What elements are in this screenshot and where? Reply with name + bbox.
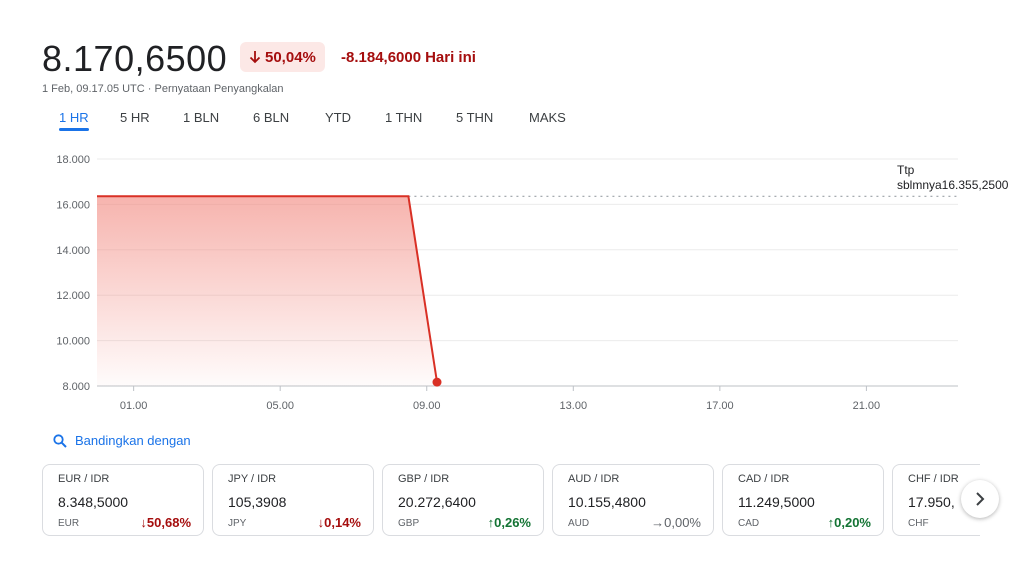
currency-pair: JPY / IDR [228, 473, 277, 485]
arrow-down-icon [249, 51, 261, 64]
series-area [97, 196, 437, 386]
compare-with-link[interactable]: Bandingkan dengan [53, 433, 191, 448]
currency-code: CHF [908, 518, 929, 529]
y-tick-label: 16.000 [56, 199, 90, 211]
tab-5-days[interactable]: 5 HR [120, 110, 150, 125]
tab-max[interactable]: MAKS [529, 110, 566, 125]
currency-change-value: 0,26% [494, 515, 531, 530]
compare-label: Bandingkan dengan [75, 433, 191, 448]
currency-pair: EUR / IDR [58, 473, 110, 485]
currency-value: 11.249,5000 [738, 494, 815, 510]
currency-pair: AUD / IDR [568, 473, 620, 485]
currency-code: CAD [738, 518, 760, 529]
currency-card[interactable]: GBP / IDR 20.272,6400 GBP ↑0,26% [382, 464, 544, 536]
currency-value: 10.155,4800 [568, 494, 646, 510]
currency-pair: CAD / IDR [738, 473, 790, 485]
tab-5-years[interactable]: 5 THN [456, 110, 494, 125]
change-percent: 50,04% [265, 48, 316, 66]
y-tick-label: 18.000 [56, 154, 90, 166]
y-tick-label: 12.000 [56, 290, 90, 302]
currency-change: ↓0,14% [318, 515, 361, 530]
previous-close-label: Ttp sblmnya16.355,2500 [897, 163, 1009, 192]
currency-value: 17.950, [908, 494, 955, 510]
change-percent-badge: 50,04% [240, 42, 325, 72]
x-tick-label: 13.00 [560, 400, 588, 412]
next-cards-button[interactable] [961, 480, 999, 518]
currency-card[interactable]: CAD / IDR 11.249,5000 CAD ↑0,20% [722, 464, 884, 536]
currency-change: ↑0,26% [488, 515, 531, 530]
x-tick-label: 01.00 [120, 400, 148, 412]
arrow-up-icon: ↑ [827, 515, 835, 530]
currency-code: JPY [228, 518, 247, 529]
search-icon [53, 433, 67, 448]
current-point-marker [432, 377, 442, 387]
change-period: Hari ini [425, 49, 476, 66]
tab-1-month[interactable]: 1 BLN [183, 110, 220, 125]
tab-1-year[interactable]: 1 THN [385, 110, 423, 125]
y-tick-label: 8.000 [62, 381, 90, 393]
currency-change: ↓50,68% [140, 515, 191, 530]
price-chart[interactable]: 18.000 16.000 14.000 12.000 10.000 8.000 01.00… [0, 145, 1023, 415]
currency-code: AUD [568, 518, 590, 529]
currency-card[interactable]: EUR / IDR 8.348,5000 EUR ↓50,68% [42, 464, 204, 536]
currency-code: GBP [398, 518, 420, 529]
y-tick-label: 10.000 [56, 336, 90, 348]
arrow-down-icon: ↓ [140, 515, 147, 530]
tab-ytd[interactable]: YTD [325, 110, 351, 125]
currency-change-value: 0,00% [664, 515, 701, 530]
series-line [97, 195, 438, 383]
x-tick-label: 21.00 [853, 400, 881, 412]
change-absolute-value: -8.184,6000 [341, 49, 422, 66]
currency-pair: GBP / IDR [398, 473, 450, 485]
arrow-down-icon: ↓ [317, 515, 325, 530]
currency-card[interactable]: AUD / IDR 10.155,4800 AUD →0,00% [552, 464, 714, 536]
currency-change: ↑0,20% [828, 515, 871, 530]
previous-close-label-line1: Ttp [897, 163, 915, 177]
chevron-right-icon [976, 492, 985, 506]
x-tick-label: 17.00 [706, 400, 734, 412]
tab-6-months[interactable]: 6 BLN [253, 110, 290, 125]
tab-1-day[interactable]: 1 HR [59, 110, 89, 131]
currency-value: 105,3908 [228, 494, 287, 510]
previous-close-label-line2: sblmnya16.355,2500 [897, 178, 1009, 192]
timestamp-disclaimer: 1 Feb, 09.17.05 UTC · Pernyataan Penyang… [42, 83, 284, 95]
currency-card[interactable]: JPY / IDR 105,3908 JPY ↓0,14% [212, 464, 374, 536]
currency-change-value: 0,14% [324, 515, 361, 530]
currency-cards: EUR / IDR 8.348,5000 EUR ↓50,68% JPY / IDR 10… [42, 464, 980, 538]
arrow-right-icon: → [651, 515, 665, 530]
currency-value: 8.348,5000 [58, 494, 129, 510]
currency-change-value: 50,68% [146, 515, 191, 530]
x-tick-label: 09.00 [413, 400, 441, 412]
current-price: 8.170,6500 [42, 38, 228, 79]
currency-code: EUR [58, 518, 80, 529]
x-tick-label: 05.00 [266, 400, 294, 412]
currency-pair: CHF / IDR [908, 473, 959, 485]
currency-value: 20.272,6400 [398, 494, 476, 510]
change-absolute: -8.184,6000 Hari ini [341, 49, 476, 66]
currency-change: →0,00% [651, 515, 701, 530]
y-tick-label: 14.000 [56, 245, 90, 257]
arrow-up-icon: ↑ [487, 515, 495, 530]
currency-change-value: 0,20% [834, 515, 871, 530]
